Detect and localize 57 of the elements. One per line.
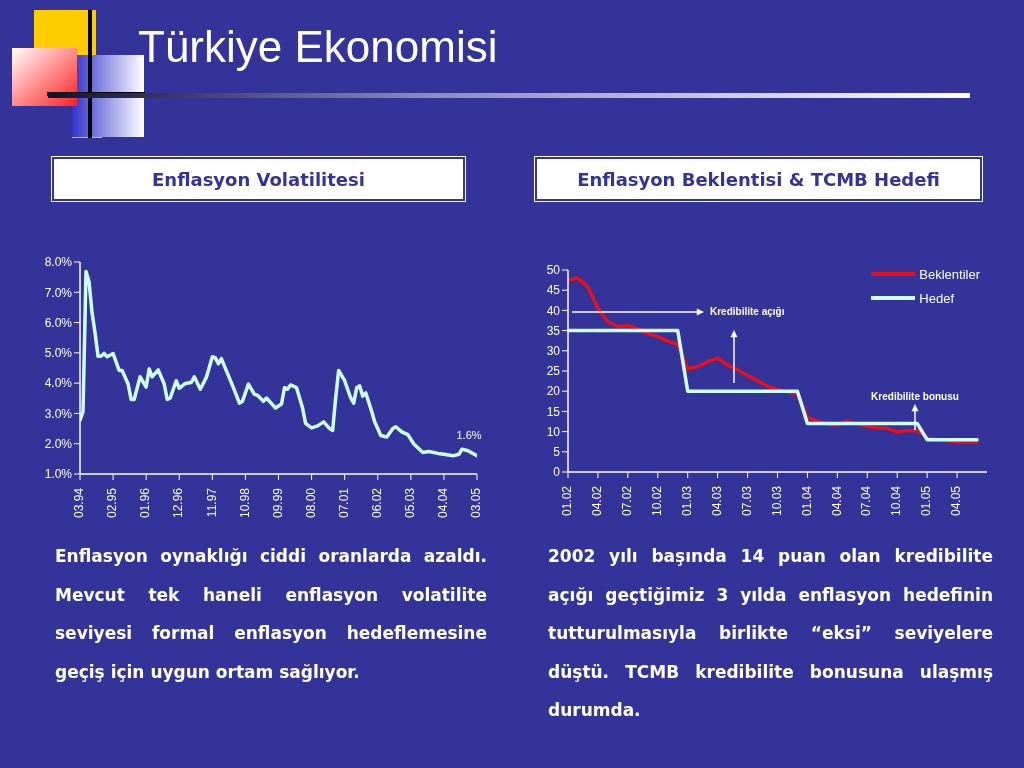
x-tick-label: 10.04 [889, 485, 904, 517]
x-tick-label: 06.02 [369, 487, 384, 519]
y-tick-label: 15 [546, 404, 561, 419]
y-tick-label: 4.0% [44, 376, 73, 391]
y-tick-label: 7.0% [44, 285, 73, 300]
y-tick-label: 30 [546, 344, 561, 359]
y-tick-label: 2.0% [44, 436, 73, 451]
x-tick-label: 01.02 [560, 485, 575, 517]
x-tick-label: 07.03 [739, 485, 754, 517]
legend-label: Beklentiler [919, 266, 980, 282]
x-tick-label: 12.96 [171, 487, 186, 519]
x-tick-label: 01.96 [138, 487, 153, 519]
chart-title: Enflasyon Beklentisi & TCMB Hedefi [535, 157, 982, 201]
y-tick-label: 1.0% [44, 467, 73, 482]
y-tick-label: 20 [546, 384, 561, 399]
y-tick-label: 35 [546, 323, 561, 338]
x-tick-label: 09.99 [270, 487, 285, 519]
annotation: 1.6% [456, 428, 482, 441]
y-tick-label: 50 [546, 263, 561, 278]
y-tick-label: 40 [546, 303, 561, 318]
x-tick-label: 04.03 [709, 485, 724, 517]
y-tick-label: 5 [553, 445, 561, 460]
x-tick-label: 05.03 [403, 487, 418, 519]
x-tick-label: 07.02 [620, 485, 635, 517]
y-tick-label: 3.0% [44, 406, 73, 421]
text: Enflasyon oynaklığı ciddi oranlarda azaldı. Mevcut tek haneli enflasyon volatilite seviyesi formal enflasyon hedeflemesine geçiş için uygun ortam sağlıyor. [55, 545, 487, 684]
y-tick-label: 6.0% [44, 315, 73, 330]
x-tick-label: 01.05 [919, 485, 934, 517]
x-tick-label: 10.98 [237, 487, 252, 519]
y-tick-label: 25 [546, 364, 561, 379]
x-tick-label: 04.04 [436, 487, 451, 519]
line-series [568, 328, 979, 442]
y-tick-label: 45 [546, 283, 561, 298]
x-tick-label: 07.04 [859, 485, 874, 517]
y-tick-label: 10 [546, 424, 561, 439]
text: 2002 yılı başında 14 puan olan kredibilite açığı geçtiğimiz 3 yılda enflasyon hedefinin tutturulmasıyla birlikte “eksi” seviyelere düştü. TCMB kredibilite bonusuna ulaşmış durumda. [548, 545, 993, 722]
x-tick-label: 10.02 [649, 485, 664, 517]
x-tick-label: 02.95 [105, 487, 120, 519]
chart-title: Enflasyon Volatilitesi [52, 157, 465, 201]
x-tick-label: 07.01 [336, 487, 351, 519]
x-tick-label: 01.04 [799, 485, 814, 517]
x-tick-label: 03.05 [469, 487, 484, 519]
annotation: Kredibilite açığı [710, 305, 785, 319]
x-tick-label: 04.04 [829, 485, 844, 517]
text: Türkiye Ekonomisi [138, 22, 498, 72]
x-tick-label: 01.03 [679, 485, 694, 517]
x-tick-label: 04.05 [949, 485, 964, 517]
x-tick-label: 03.94 [72, 487, 87, 519]
annotation: Kredibilite bonusu [871, 390, 959, 404]
x-tick-label: 10.03 [769, 485, 784, 517]
y-tick-label: 5.0% [44, 346, 73, 361]
y-tick-label: 8.0% [44, 255, 73, 270]
legend-label: Hedef [919, 290, 954, 306]
x-tick-label: 04.02 [590, 485, 605, 517]
x-tick-label: 08.00 [303, 487, 318, 519]
x-tick-label: 11.97 [204, 487, 219, 518]
y-tick-label: 0 [553, 465, 561, 480]
